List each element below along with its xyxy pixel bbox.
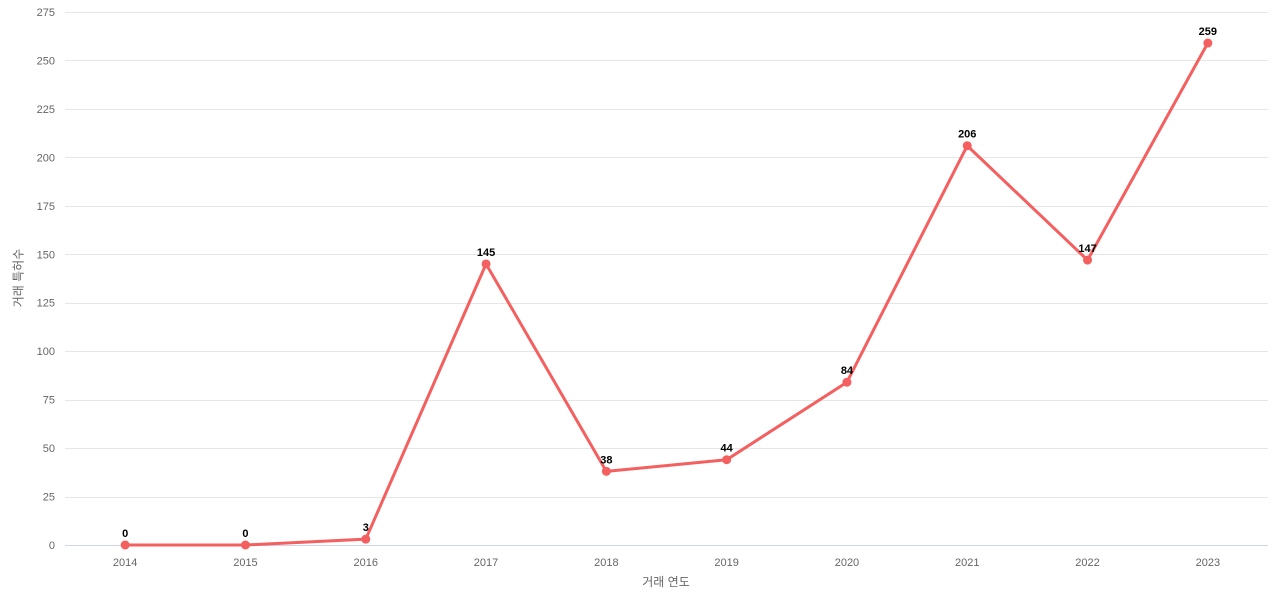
data-point-marker[interactable]: [481, 259, 491, 269]
y-tick-label: 250: [37, 55, 55, 67]
data-point-marker[interactable]: [361, 534, 371, 544]
x-tick-label: 2022: [1075, 557, 1099, 569]
data-point-label: 44: [721, 443, 734, 455]
data-point-label: 0: [122, 528, 128, 540]
y-tick-label: 125: [37, 298, 55, 310]
y-tick-label: 175: [37, 201, 55, 213]
x-tick-label: 2018: [594, 557, 618, 569]
data-point-label: 38: [600, 454, 612, 466]
data-point-marker[interactable]: [842, 377, 852, 387]
y-tick-label: 100: [37, 346, 55, 358]
data-point-marker[interactable]: [120, 540, 130, 550]
y-tick-label: 50: [43, 443, 55, 455]
data-point-marker[interactable]: [962, 141, 972, 151]
x-tick-label: 2020: [835, 557, 859, 569]
x-tick-label: 2016: [354, 557, 378, 569]
data-point-marker[interactable]: [601, 466, 611, 476]
y-tick-label: 200: [37, 152, 55, 164]
x-tick-label: 2014: [113, 557, 137, 569]
x-tick-label: 2015: [233, 557, 257, 569]
y-tick-label: 225: [37, 104, 55, 116]
data-point-label: 3: [363, 522, 369, 534]
data-point-marker[interactable]: [1083, 255, 1093, 265]
y-tick-label: 150: [37, 249, 55, 261]
x-tick-label: 2017: [474, 557, 498, 569]
x-tick-label: 2019: [714, 557, 738, 569]
series-line: [123, 41, 1210, 547]
data-point-label: 147: [1078, 243, 1096, 255]
y-tick-label: 0: [49, 540, 55, 552]
data-point-marker[interactable]: [1203, 38, 1213, 48]
y-tick-label: 275: [37, 7, 55, 19]
y-tick-label: 25: [43, 492, 55, 504]
data-point-label: 206: [958, 129, 976, 141]
data-point-label: 145: [477, 247, 495, 259]
y-tick-label: 75: [43, 395, 55, 407]
x-tick-label: 2021: [955, 557, 979, 569]
data-point-marker[interactable]: [722, 455, 732, 465]
data-point-marker[interactable]: [240, 540, 250, 550]
data-point-label: 84: [841, 365, 854, 377]
data-point-label: 0: [242, 528, 248, 540]
x-tick-label: 2023: [1196, 557, 1220, 569]
data-point-label: 259: [1199, 26, 1217, 38]
